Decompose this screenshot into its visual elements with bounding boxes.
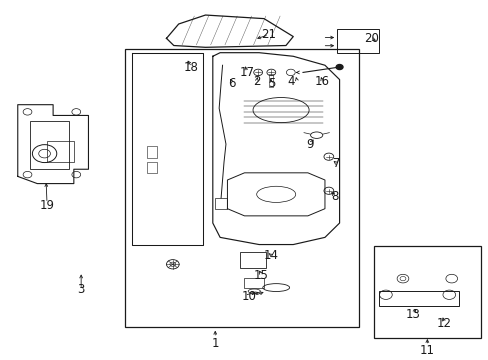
Text: 1: 1: [211, 337, 219, 350]
Text: 7: 7: [333, 157, 340, 170]
Text: 9: 9: [306, 138, 313, 150]
Text: 13: 13: [405, 308, 419, 321]
Text: 16: 16: [314, 75, 329, 88]
Bar: [47, 140, 74, 162]
Text: 2: 2: [252, 75, 260, 88]
Bar: [30, 121, 69, 169]
Text: 21: 21: [261, 28, 276, 41]
Text: 19: 19: [40, 199, 54, 212]
Text: 11: 11: [419, 344, 434, 357]
Text: 20: 20: [363, 32, 378, 45]
Text: 14: 14: [264, 249, 278, 262]
Bar: [147, 146, 157, 158]
Bar: [147, 162, 157, 173]
Text: 10: 10: [242, 290, 256, 303]
Text: 18: 18: [183, 60, 198, 73]
Circle shape: [335, 64, 342, 69]
Bar: [373, 246, 480, 338]
Text: 6: 6: [228, 77, 236, 90]
Text: 8: 8: [330, 190, 338, 203]
Text: 12: 12: [436, 317, 451, 330]
Bar: [244, 278, 264, 288]
Text: 5: 5: [267, 77, 274, 90]
Bar: [269, 74, 273, 87]
Bar: [239, 252, 266, 268]
Bar: [378, 291, 458, 306]
Text: 15: 15: [254, 269, 268, 282]
Text: 4: 4: [286, 75, 294, 88]
Bar: [215, 198, 227, 209]
Bar: [336, 30, 378, 53]
Text: 3: 3: [77, 283, 84, 296]
Text: 17: 17: [239, 66, 254, 79]
Bar: [125, 49, 358, 327]
